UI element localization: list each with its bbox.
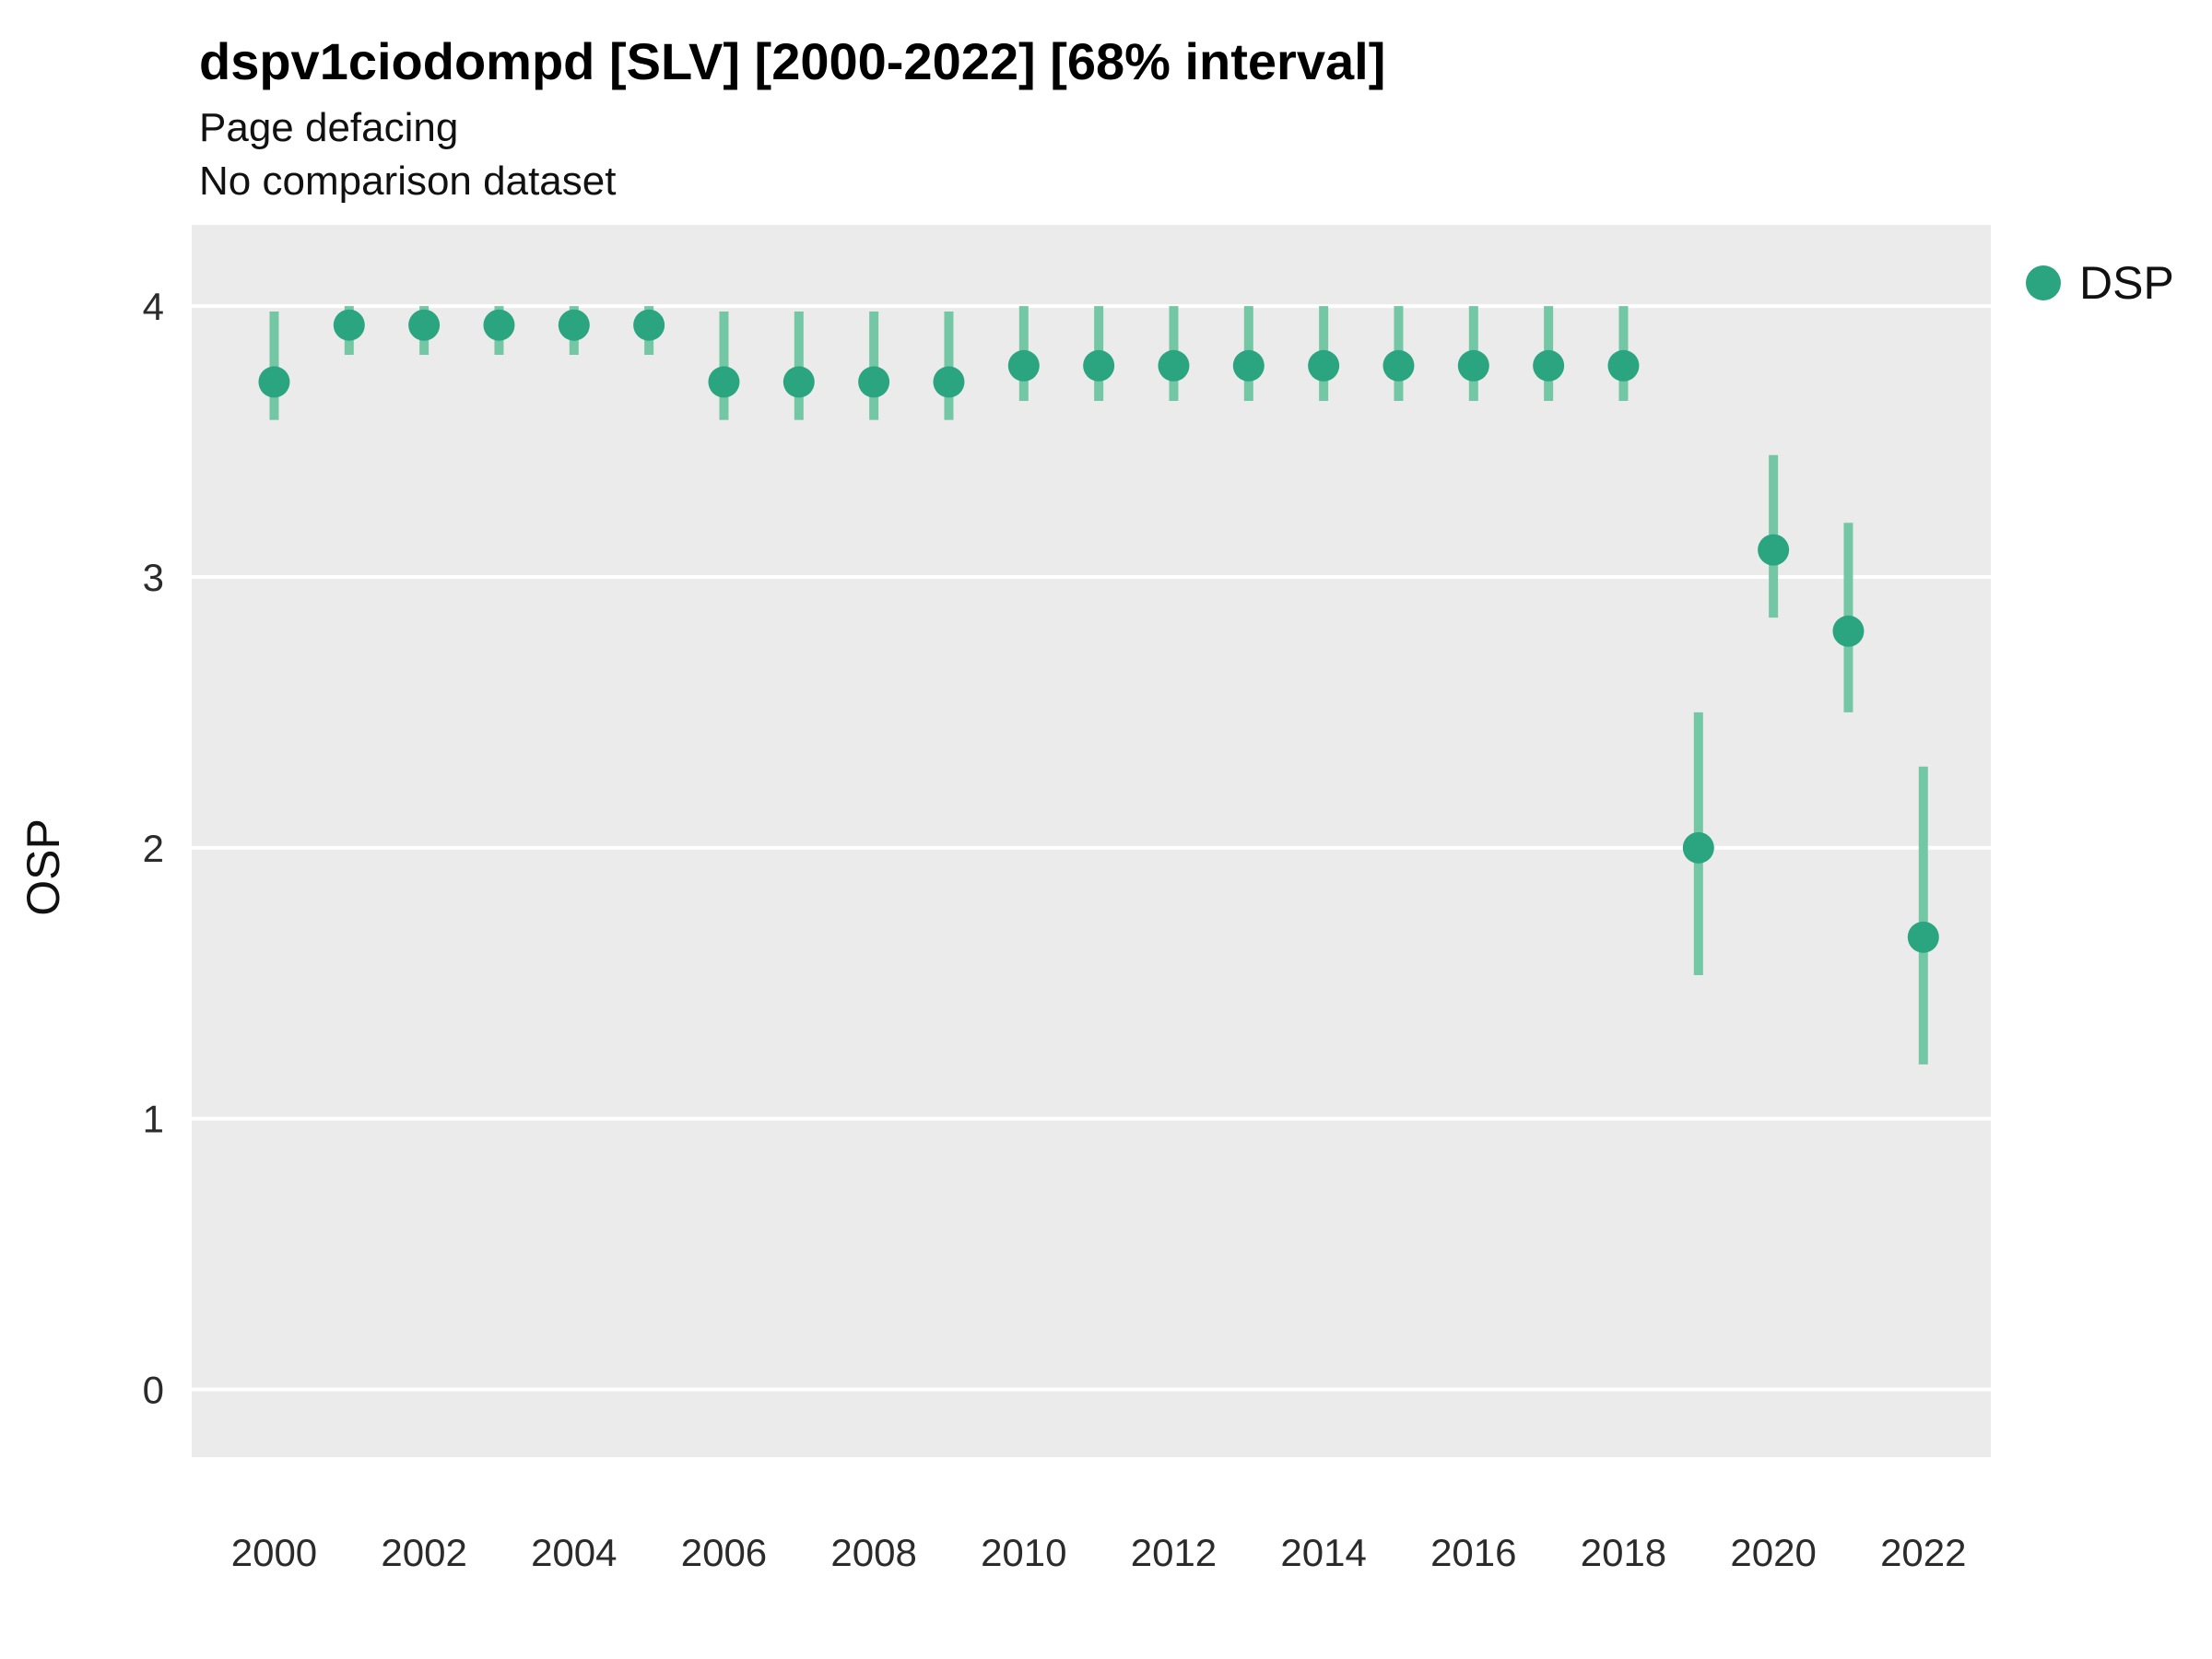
data-point — [1607, 349, 1640, 382]
data-point — [1907, 921, 1939, 953]
data-point — [558, 309, 590, 341]
x-tick-label: 2002 — [381, 1531, 466, 1574]
x-tick-label: 2012 — [1131, 1531, 1217, 1574]
x-tick-label: 2006 — [681, 1531, 767, 1574]
x-tick-label: 2022 — [1880, 1531, 1966, 1574]
data-point — [333, 309, 365, 341]
data-point — [1158, 349, 1190, 382]
y-tick-label: 3 — [143, 556, 164, 599]
legend-label-dsp: DSP — [2079, 257, 2174, 309]
y-tick-label: 2 — [143, 827, 164, 870]
data-point — [1832, 615, 1865, 647]
data-point — [933, 366, 965, 398]
data-point — [708, 366, 740, 398]
x-tick-label: 2016 — [1430, 1531, 1516, 1574]
legend-dot-dsp — [2026, 265, 2061, 300]
x-tick-label: 2010 — [981, 1531, 1066, 1574]
data-point — [1682, 831, 1714, 864]
data-point — [1308, 349, 1340, 382]
data-point — [1758, 534, 1790, 566]
chart-note: No comparison dataset — [199, 159, 617, 204]
x-tick-label: 2014 — [1280, 1531, 1366, 1574]
data-point — [1382, 349, 1415, 382]
legend: DSP — [2026, 256, 2174, 310]
y-tick-label: 1 — [143, 1098, 164, 1141]
data-point — [258, 366, 290, 398]
plot-panel — [192, 225, 1991, 1457]
data-point — [1533, 349, 1565, 382]
x-tick-label: 2004 — [531, 1531, 617, 1574]
x-tick-label: 2020 — [1730, 1531, 1816, 1574]
data-point — [1083, 349, 1115, 382]
y-tick-label: 4 — [143, 285, 164, 328]
x-tick-label: 2000 — [231, 1531, 317, 1574]
data-point — [408, 309, 441, 341]
chart-subtitle: Page defacing — [199, 105, 459, 150]
x-tick-label: 2008 — [830, 1531, 916, 1574]
data-point — [483, 309, 515, 341]
data-point — [782, 366, 815, 398]
data-point — [1007, 349, 1040, 382]
data-point — [633, 309, 665, 341]
y-tick-label: 0 — [143, 1369, 164, 1412]
x-tick-label: 2018 — [1581, 1531, 1666, 1574]
data-point — [1232, 349, 1265, 382]
chart-title: dspv1ciodompd [SLV] [2000-2022] [68% int… — [199, 32, 1386, 90]
data-point — [858, 366, 890, 398]
data-point — [1457, 349, 1489, 382]
